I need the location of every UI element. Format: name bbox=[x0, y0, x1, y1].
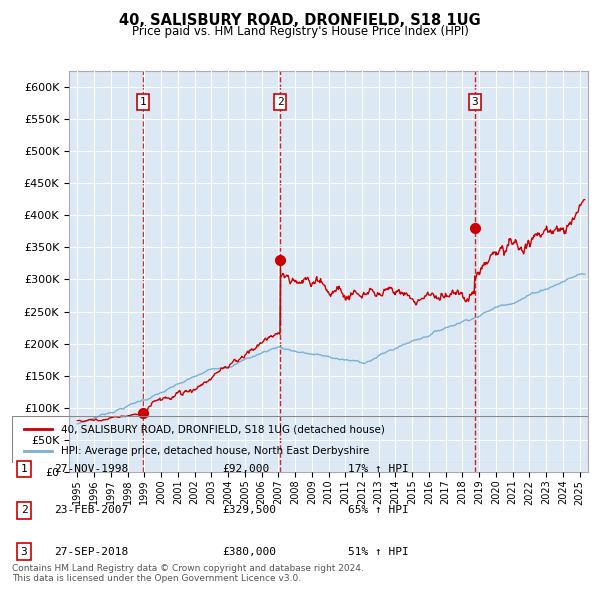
Text: HPI: Average price, detached house, North East Derbyshire: HPI: Average price, detached house, Nort… bbox=[61, 447, 369, 456]
Text: 2: 2 bbox=[20, 506, 28, 515]
Text: £380,000: £380,000 bbox=[222, 547, 276, 556]
Text: 27-SEP-2018: 27-SEP-2018 bbox=[54, 547, 128, 556]
Text: Price paid vs. HM Land Registry's House Price Index (HPI): Price paid vs. HM Land Registry's House … bbox=[131, 25, 469, 38]
Text: 1: 1 bbox=[20, 464, 28, 474]
Text: 40, SALISBURY ROAD, DRONFIELD, S18 1UG (detached house): 40, SALISBURY ROAD, DRONFIELD, S18 1UG (… bbox=[61, 424, 385, 434]
Text: 23-FEB-2007: 23-FEB-2007 bbox=[54, 506, 128, 515]
Text: £92,000: £92,000 bbox=[222, 464, 269, 474]
Text: 17% ↑ HPI: 17% ↑ HPI bbox=[348, 464, 409, 474]
Text: 40, SALISBURY ROAD, DRONFIELD, S18 1UG: 40, SALISBURY ROAD, DRONFIELD, S18 1UG bbox=[119, 13, 481, 28]
Text: 2: 2 bbox=[277, 97, 284, 107]
Text: 3: 3 bbox=[20, 547, 28, 556]
Text: 65% ↑ HPI: 65% ↑ HPI bbox=[348, 506, 409, 515]
Text: 51% ↑ HPI: 51% ↑ HPI bbox=[348, 547, 409, 556]
Text: £329,500: £329,500 bbox=[222, 506, 276, 515]
Text: 27-NOV-1998: 27-NOV-1998 bbox=[54, 464, 128, 474]
Text: 1: 1 bbox=[139, 97, 146, 107]
Text: Contains HM Land Registry data © Crown copyright and database right 2024.
This d: Contains HM Land Registry data © Crown c… bbox=[12, 563, 364, 583]
Text: 3: 3 bbox=[471, 97, 478, 107]
